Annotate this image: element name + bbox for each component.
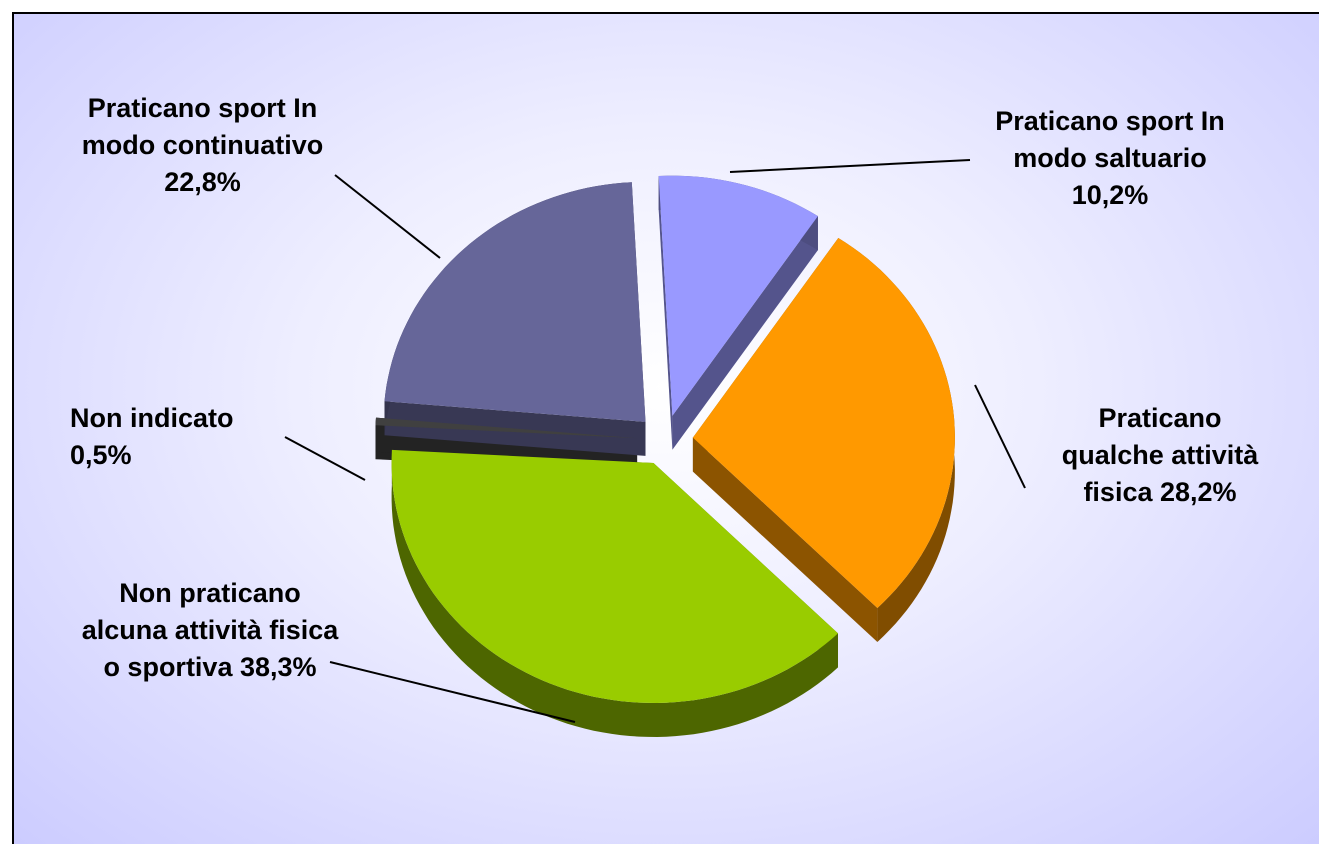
slice-side — [672, 216, 818, 450]
slice — [658, 175, 818, 416]
value-label: 22,8% — [164, 167, 241, 197]
category-label: Praticano sport In modo continuativo — [81, 93, 324, 160]
value-label: 10,2% — [1071, 180, 1149, 210]
slice — [384, 182, 646, 422]
slice-side — [692, 437, 878, 642]
value-label: 0,5% — [70, 440, 132, 470]
slice-label: Non indicato 0,5% — [70, 400, 290, 474]
category-label: Non praticano alcuna attività fisica o s… — [81, 578, 339, 682]
slice-label: Non praticano alcuna attività fisica o s… — [80, 575, 340, 686]
leader-line — [334, 174, 441, 259]
slice-label: Praticano sport In modo saltuario 10,2% — [975, 103, 1245, 214]
category-label: Praticano sport In modo saltuario — [995, 106, 1225, 173]
slice-side — [375, 417, 376, 460]
slice-side — [658, 176, 673, 450]
leader-line — [284, 436, 366, 481]
slice — [692, 238, 955, 608]
value-label: 28,2% — [1160, 477, 1237, 507]
slice — [375, 417, 638, 439]
slice-label: Praticano qualche attività fisica 28,2% — [1050, 400, 1270, 511]
slice — [391, 449, 838, 703]
category-label: Praticano qualche attività fisica — [1061, 403, 1259, 507]
slice-label: Praticano sport In modo continuativo 22,… — [70, 90, 335, 201]
leader-line — [974, 384, 1026, 489]
slice-side — [391, 449, 838, 737]
leader-line — [329, 661, 576, 723]
leader-line — [729, 159, 971, 173]
category-label: Non indicato — [70, 403, 234, 433]
pie-tops — [375, 175, 955, 703]
value-label: 38,3% — [239, 652, 317, 682]
